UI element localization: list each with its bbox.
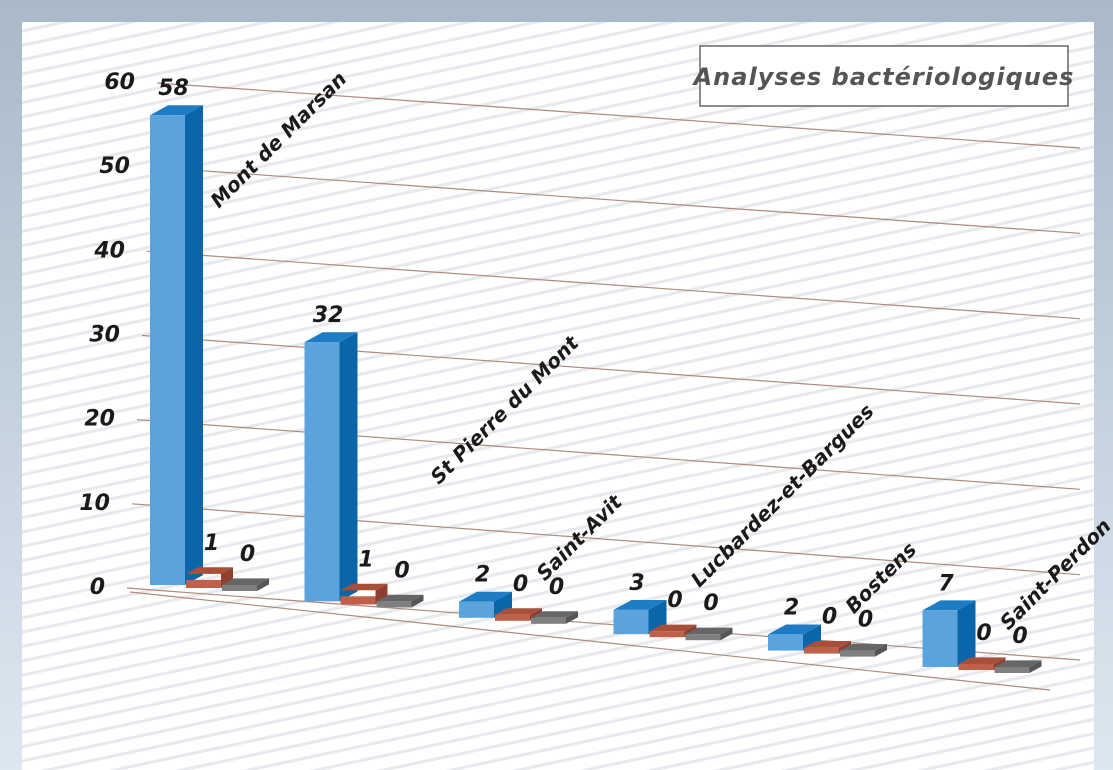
bar-top — [186, 567, 233, 574]
bar-top — [958, 657, 1006, 664]
bar-side — [875, 644, 887, 657]
bar-base — [994, 667, 1030, 673]
value-label: 7 — [938, 571, 954, 596]
bar-side — [339, 332, 358, 602]
y-tick-label: 0 — [90, 575, 105, 600]
bar-base — [340, 598, 376, 605]
value-label: 0 — [1012, 624, 1027, 649]
bar-side — [411, 594, 424, 608]
value-label: 0 — [513, 572, 528, 597]
value-label: 0 — [822, 605, 837, 630]
bar-base — [186, 582, 221, 588]
y-tick-label: 20 — [84, 407, 115, 432]
bar — [922, 610, 958, 667]
y-tick-label: 60 — [104, 70, 135, 95]
bar-top — [495, 608, 542, 615]
grid-line — [136, 419, 1081, 490]
bar-top — [531, 611, 578, 618]
grid-line — [151, 166, 1081, 234]
bar-base — [649, 631, 685, 638]
value-label: 0 — [976, 621, 991, 646]
bar-top — [649, 624, 697, 632]
bar-side — [257, 578, 269, 591]
bar-top — [840, 644, 887, 651]
bar-side — [803, 624, 821, 651]
grid-line — [126, 587, 1081, 661]
value-label: 1 — [204, 531, 219, 556]
bar-base — [840, 650, 875, 657]
bar-side — [185, 105, 203, 586]
value-label: 0 — [394, 558, 409, 583]
chart-title: Analyses bactériologiques — [692, 63, 1075, 91]
bar-side — [957, 600, 976, 667]
bar-top — [613, 600, 667, 610]
value-label: 0 — [858, 608, 873, 633]
value-label: 1 — [358, 547, 373, 572]
bar-side — [1029, 660, 1042, 673]
title-box — [699, 45, 1069, 107]
floor-edge — [129, 591, 1051, 691]
bar-top — [222, 578, 269, 585]
bar — [459, 601, 494, 618]
bar — [613, 609, 649, 635]
y-tick-label: 40 — [93, 238, 125, 263]
bar-top — [994, 660, 1042, 667]
bar-side — [494, 591, 512, 618]
value-label: 0 — [240, 542, 255, 567]
bar-top — [685, 627, 733, 635]
bar-top — [150, 105, 203, 116]
bar-top — [376, 594, 424, 602]
grid-line — [156, 82, 1081, 149]
bar — [768, 634, 803, 651]
value-label: 0 — [549, 575, 564, 600]
bar-top — [304, 332, 358, 343]
bar-top — [768, 624, 821, 635]
y-tick-label: 30 — [89, 323, 120, 348]
value-label: 58 — [158, 76, 189, 101]
bar — [150, 115, 185, 585]
grid-line — [141, 334, 1081, 405]
bar-side — [720, 627, 733, 641]
bar-top — [922, 600, 976, 611]
bar-base — [376, 601, 412, 608]
value-label: 0 — [667, 588, 682, 613]
grid-line — [131, 503, 1081, 576]
bar-top — [340, 583, 388, 591]
value-label: 32 — [313, 303, 344, 328]
y-tick-label: 10 — [79, 491, 110, 516]
value-label: 0 — [703, 591, 718, 616]
value-label: 2 — [475, 563, 490, 588]
y-tick-label: 50 — [99, 154, 130, 179]
bar-base — [685, 634, 721, 641]
value-label: 2 — [784, 595, 799, 620]
bar-base — [495, 614, 530, 621]
grid-line — [146, 250, 1081, 320]
bar — [304, 342, 340, 602]
bar-base — [531, 617, 566, 624]
bar-base — [222, 585, 257, 591]
bar-top — [804, 641, 851, 648]
bar-top — [459, 591, 512, 602]
value-label: 3 — [629, 571, 644, 596]
bar-side — [566, 611, 578, 624]
bar-base — [804, 647, 839, 654]
bar-base — [958, 664, 994, 670]
